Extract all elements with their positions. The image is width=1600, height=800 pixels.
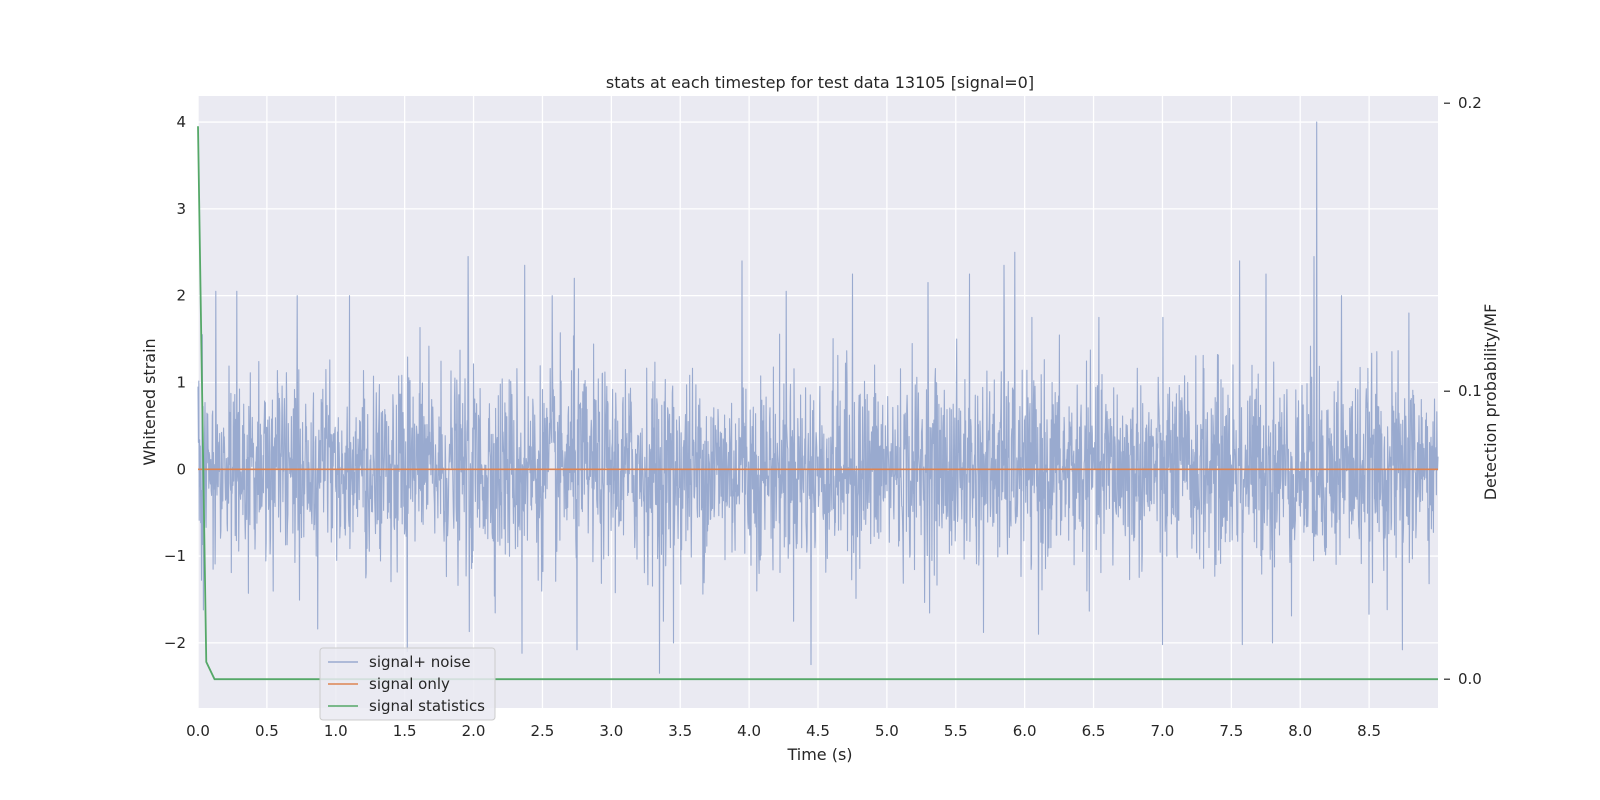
x-axis-ticks: 0.0 0.5 1.0 1.5 2.0 2.5 3.0 3.5 4.0 4.5 5.0 5.5 6.0 6… [186,722,1381,740]
chart-title: stats at each timestep for test data 131… [606,73,1034,92]
y-axis-label: Whitened strain [140,338,159,465]
y2-axis-label: Detection probability/MF [1481,304,1500,501]
signal-noise-trace [197,121,1439,674]
data-lines [197,126,1438,681]
x-tick-label: 0.5 [255,722,279,740]
x-tick-label: 8.5 [1357,722,1381,740]
x-tick-label: 3.0 [599,722,623,740]
legend-box [319,647,496,721]
legend-label-signal-only: signal only [369,675,450,693]
x-tick-label: 5.5 [944,722,968,740]
x-tick-label: 1.0 [324,722,348,740]
x-tick-label: 7.0 [1151,722,1175,740]
signal-statistics-line [197,126,1438,681]
y-tick-label: 1 [176,373,186,391]
x-tick-label: 4.0 [737,722,761,740]
y2-tick-label: 0.1 [1458,382,1482,400]
legend-label-signal-noise: signal+ noise [369,653,471,671]
y-tick-label: −1 [164,547,186,565]
x-tick-label: 4.5 [806,722,830,740]
x-tick-label: 5.0 [875,722,899,740]
y2-tick-label: 0.2 [1458,94,1482,112]
x-tick-label: 6.0 [1013,722,1037,740]
y-axis-ticks: −2 −1 0 1 2 3 4 [164,113,186,652]
x-tick-label: 0.0 [186,722,210,740]
x-tick-label: 6.5 [1082,722,1106,740]
legend-label-signal-statistics: signal statistics [369,697,485,715]
y-tick-label: 0 [176,460,186,478]
x-tick-label: 1.5 [393,722,417,740]
x-tick-label: 2.0 [462,722,486,740]
y-tick-label: 2 [176,287,186,305]
signal-noise-line [197,121,1439,674]
x-tick-label: 7.5 [1219,722,1243,740]
y-tick-label: 4 [176,113,186,131]
y-tick-label: 3 [176,200,186,218]
y-tick-label: −2 [164,634,186,652]
x-tick-label: 3.5 [668,722,692,740]
x-axis-label: Time (s) [786,745,852,764]
x-tick-label: 2.5 [531,722,555,740]
y2-tick-label: 0.0 [1458,670,1482,688]
legend: signal+ noise signal only signal statist… [319,647,496,721]
right-axis-ticks: 0.0 0.1 0.2 [1444,94,1482,688]
x-tick-label: 8.0 [1288,722,1312,740]
